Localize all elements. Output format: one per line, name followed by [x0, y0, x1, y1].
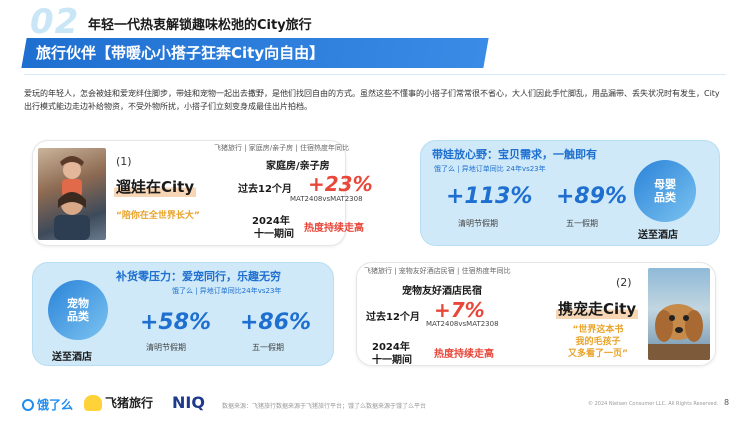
baby-category-badge: 母婴 品类 [634, 160, 696, 222]
baby-badge-line1: 母婴 [654, 178, 676, 191]
pet-period: 过去12个月 [366, 312, 420, 323]
page-title: 年轻一代热衷解锁趣味松弛的City旅行 [88, 18, 312, 33]
pet-compare: MAT2408vsMAT2308 [426, 320, 499, 328]
eleme-logo-text: 饿了么 [37, 398, 74, 412]
pet-supply-source: 饿了么 | 异地订单同比24年vs23年 [172, 287, 282, 295]
family-title: 遛娃在City [114, 176, 197, 197]
fliggy-icon [84, 394, 102, 411]
family-trend: 热度持续走高 [304, 223, 364, 234]
pet-title: 携宠走City [556, 298, 639, 319]
family-growth: +23% [308, 172, 373, 196]
pet-badge-line1: 宠物 [67, 297, 89, 310]
baby-source: 饿了么 | 异地订单同比 24年vs23年 [434, 165, 546, 173]
baby-delivery: 送至酒店 [638, 230, 678, 241]
family-source: 飞猪旅行 | 家庭房/亲子房 | 住宿热度年同比 [214, 144, 349, 152]
baby-title: 带娃放心野：宝贝需求，一触即有 [432, 148, 597, 161]
baby-badge-line2: 品类 [654, 191, 676, 204]
family-compare: MAT2408vsMAT2308 [290, 195, 363, 203]
baby-stat2-value: +89% [556, 184, 628, 209]
pet-source: 飞猪旅行 | 宠物友好酒店民宿 | 住宿热度年同比 [364, 267, 511, 275]
pet-stat2-value: +86% [240, 310, 312, 335]
family-period: 过去12个月 [238, 184, 292, 195]
pet-growth: +7% [434, 298, 485, 322]
fliggy-logo-text: 飞猪旅行 [105, 396, 154, 410]
eleme-logo: 饿了么 [22, 396, 73, 413]
pet-quote-line2: 我的毛孩子 [575, 337, 621, 347]
family-number: (1) [116, 155, 132, 168]
pet-stat1-label: 清明节假期 [146, 343, 186, 352]
copyright: © 2024 Nielsen Consumer LLC. All Rights … [588, 401, 719, 407]
family-holiday: 十一期间 [254, 229, 294, 240]
data-source-note: 数据来源：飞猪旅行数据来源于飞猪旅行平台；饿了么数据来源于饿了么平台 [222, 403, 427, 410]
section-number: 02 [30, 2, 80, 42]
page-number: 8 [724, 398, 730, 407]
pet-badge-line2: 品类 [67, 310, 89, 323]
baby-stat1-label: 清明节假期 [458, 219, 498, 228]
baby-stat1-value: +113% [446, 184, 533, 209]
pet-supply-title: 补货零压力：爱宠同行，乐趣无穷 [116, 270, 281, 283]
pet-stat2-label: 五一假期 [252, 343, 284, 352]
pet-holiday: 十一期间 [372, 355, 412, 366]
family-quote: “陪你在全世界长大” [116, 211, 200, 221]
pet-number: (2) [616, 276, 632, 289]
dog-photo [648, 268, 710, 360]
pet-quote-line1: “世界这本书 [572, 325, 624, 335]
family-room-type: 家庭房/亲子房 [266, 161, 330, 172]
family-photo [38, 148, 106, 240]
pet-hotel-type: 宠物友好酒店民宿 [402, 286, 482, 297]
family-illustration [54, 156, 90, 240]
pet-category-badge: 宠物 品类 [48, 280, 108, 340]
niq-logo: NIQ [172, 393, 205, 412]
dog-illustration [648, 304, 710, 360]
eleme-icon [22, 398, 34, 411]
intro-paragraph: 爱玩的年轻人，怎会被娃和爱宠绊住脚步，带娃和宠物一起出去撒野，是他们找回自由的方… [24, 89, 720, 111]
baby-stat2-label: 五一假期 [566, 219, 598, 228]
pet-quote: “世界这本书 我的毛孩子 又多看了一页” [568, 324, 628, 360]
banner-divider [24, 74, 726, 75]
pet-year: 2024年 [372, 342, 410, 353]
pet-stat1-value: +58% [140, 310, 212, 335]
family-year: 2024年 [252, 216, 290, 227]
pet-trend: 热度持续走高 [434, 349, 494, 360]
fliggy-logo: 飞猪旅行 [84, 394, 153, 411]
banner-title: 旅行伙伴【带暖心小搭子狂奔City向自由】 [36, 44, 325, 62]
pet-supply-delivery: 送至酒店 [52, 352, 92, 363]
pet-quote-line3: 又多看了一页” [568, 349, 628, 359]
